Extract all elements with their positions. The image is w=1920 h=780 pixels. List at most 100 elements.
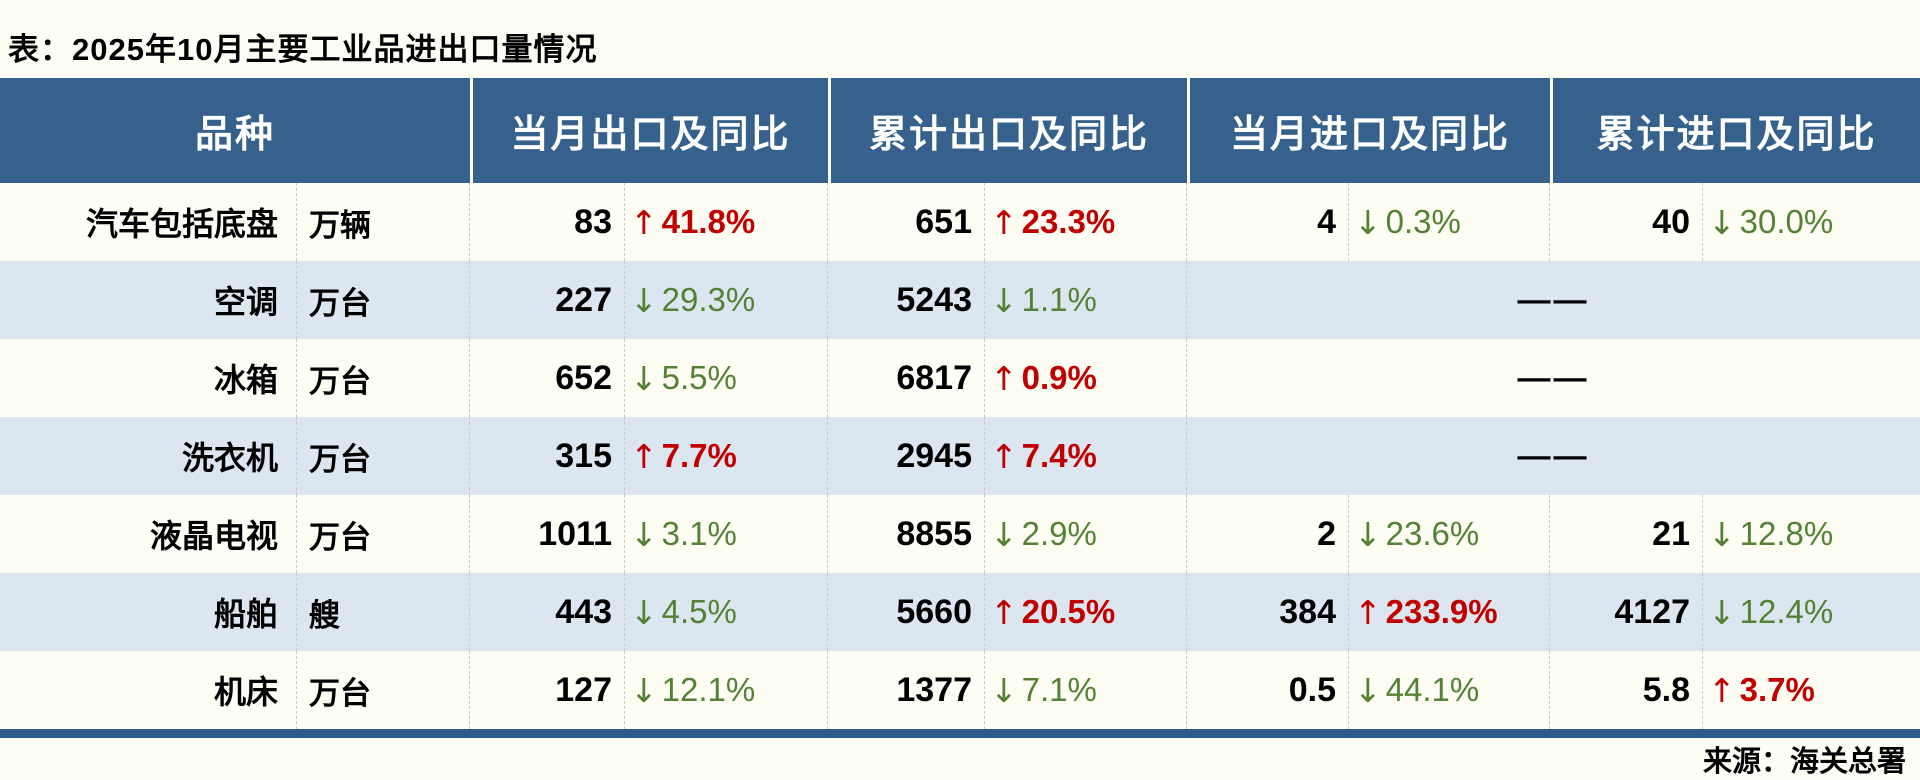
export-cum-change: ↓ 7.1% xyxy=(985,651,1187,729)
down-arrow-icon: ↓ xyxy=(630,358,658,398)
source-bar: 来源：海关总署 xyxy=(0,738,1920,779)
import-month-change: ↓ 0.3% xyxy=(1349,183,1550,261)
export-month-value: 315 xyxy=(470,417,625,495)
col-header-cum-export: 累计出口及同比 xyxy=(828,78,1187,183)
import-month-value: 2 xyxy=(1187,495,1349,573)
export-cum-value: 8855 xyxy=(828,495,985,573)
export-month-change: ↓ 3.1% xyxy=(625,495,828,573)
change-percent: 7.4% xyxy=(1021,437,1097,474)
change-percent: 29.3% xyxy=(661,281,756,318)
down-arrow-icon: ↓ xyxy=(1708,514,1736,554)
up-arrow-icon: ↑ xyxy=(630,202,658,242)
export-cum-change: ↑ 23.3% xyxy=(985,183,1187,261)
import-month-value: 0.5 xyxy=(1187,651,1349,729)
change-percent: 30.0% xyxy=(1739,203,1834,240)
down-arrow-icon: ↓ xyxy=(630,670,658,710)
product-unit: 万台 xyxy=(297,651,470,729)
up-arrow-icon: ↑ xyxy=(990,202,1018,242)
up-arrow-icon: ↑ xyxy=(990,436,1018,476)
change-percent: 12.8% xyxy=(1739,515,1834,552)
import-cum-value: 5.8 xyxy=(1550,651,1703,729)
down-arrow-icon: ↓ xyxy=(990,280,1018,320)
product-unit: 万台 xyxy=(297,261,470,339)
table-row: 液晶电视 万台 1011 ↓ 3.1% 8855 ↓ 2.9% 2 ↓ 23.6% 21 ↓ 12.8% xyxy=(0,495,1920,573)
title-bar: 表：2025年10月主要工业品进出口量情况 xyxy=(0,0,1920,78)
change-percent: 23.6% xyxy=(1385,515,1480,552)
export-month-change: ↑ 7.7% xyxy=(625,417,828,495)
change-percent: 7.7% xyxy=(661,437,737,474)
export-month-change: ↓ 12.1% xyxy=(625,651,828,729)
export-cum-value: 5660 xyxy=(828,573,985,651)
import-month-change: ↓ 44.1% xyxy=(1349,651,1550,729)
product-name: 液晶电视 xyxy=(0,495,297,573)
import-month-value: 384 xyxy=(1187,573,1349,651)
no-data-cell: —— xyxy=(1517,359,1590,396)
change-percent: 20.5% xyxy=(1021,593,1116,630)
down-arrow-icon: ↓ xyxy=(630,280,658,320)
bottom-rule xyxy=(0,729,1920,738)
product-name: 洗衣机 xyxy=(0,417,297,495)
no-data-cell: —— xyxy=(1517,437,1590,474)
table-row: 机床 万台 127 ↓ 12.1% 1377 ↓ 7.1% 0.5 ↓ 44.1% 5.8 ↑ 3.7% xyxy=(0,651,1920,729)
export-month-change: ↑ 41.8% xyxy=(625,183,828,261)
product-name: 汽车包括底盘 xyxy=(0,183,297,261)
no-data-cell: —— xyxy=(1517,281,1590,318)
down-arrow-icon: ↓ xyxy=(1354,202,1382,242)
import-cum-change: ↓ 12.8% xyxy=(1703,495,1920,573)
import-cum-change: ↑ 3.7% xyxy=(1703,651,1920,729)
product-unit: 万台 xyxy=(297,417,470,495)
col-header-variety: 品种 xyxy=(194,114,275,156)
down-arrow-icon: ↓ xyxy=(990,514,1018,554)
product-name: 冰箱 xyxy=(0,339,297,417)
export-cum-value: 5243 xyxy=(828,261,985,339)
export-month-value: 83 xyxy=(470,183,625,261)
down-arrow-icon: ↓ xyxy=(1354,670,1382,710)
export-cum-change: ↑ 0.9% xyxy=(985,339,1187,417)
export-month-value: 652 xyxy=(470,339,625,417)
col-header-month-import: 当月进口及同比 xyxy=(1187,78,1550,183)
down-arrow-icon: ↓ xyxy=(1354,514,1382,554)
down-arrow-icon: ↓ xyxy=(630,592,658,632)
table-row: 空调 万台 227 ↓ 29.3% 5243 ↓ 1.1% —— xyxy=(0,261,1920,339)
export-month-value: 1011 xyxy=(470,495,625,573)
export-cum-value: 6817 xyxy=(828,339,985,417)
change-percent: 4.5% xyxy=(661,593,737,630)
export-month-change: ↓ 29.3% xyxy=(625,261,828,339)
import-cum-value: 40 xyxy=(1550,183,1703,261)
export-month-change: ↓ 4.5% xyxy=(625,573,828,651)
product-unit: 万台 xyxy=(297,495,470,573)
change-percent: 0.3% xyxy=(1385,203,1461,240)
table-body: 汽车包括底盘 万辆 83 ↑ 41.8% 651 ↑ 23.3% 4 ↓ 0.3% 40 ↓ 30.0% 空… xyxy=(0,183,1920,729)
export-cum-change: ↑ 7.4% xyxy=(985,417,1187,495)
table-row: 汽车包括底盘 万辆 83 ↑ 41.8% 651 ↑ 23.3% 4 ↓ 0.3% 40 ↓ 30.0% xyxy=(0,183,1920,261)
up-arrow-icon: ↑ xyxy=(990,358,1018,398)
import-cum-value: 21 xyxy=(1550,495,1703,573)
down-arrow-icon: ↓ xyxy=(990,670,1018,710)
change-percent: 3.1% xyxy=(661,515,737,552)
table-row: 船舶艘 443 ↓ 4.5% 5660 ↑ 20.5% 384 ↑ 233.9% 4127 ↓ 12.4… xyxy=(0,573,1920,651)
change-percent: 0.9% xyxy=(1021,359,1097,396)
export-cum-value: 1377 xyxy=(828,651,985,729)
product-unit: 万台 xyxy=(297,339,470,417)
table-row: 洗衣机 万台 315 ↑ 7.7% 2945 ↑ 7.4% —— xyxy=(0,417,1920,495)
export-cum-change: ↑ 20.5% xyxy=(985,573,1187,651)
trade-table: 品种 当月出口及同比 累计出口及同比 当月进口及同比 累计进口及同比 汽车包括底… xyxy=(0,78,1920,729)
export-cum-value: 2945 xyxy=(828,417,985,495)
change-percent: 7.1% xyxy=(1021,671,1097,708)
product-name: 船舶 xyxy=(0,573,297,651)
change-percent: 44.1% xyxy=(1385,671,1480,708)
change-percent: 2.9% xyxy=(1021,515,1097,552)
export-cum-change: ↓ 2.9% xyxy=(985,495,1187,573)
page-title: 表：2025年10月主要工业品进出口量情况 xyxy=(8,31,598,67)
product-name: 空调 xyxy=(0,261,297,339)
source-label: 来源：海关总署 xyxy=(1702,745,1906,778)
change-percent: 3.7% xyxy=(1739,671,1815,708)
import-month-value: 4 xyxy=(1187,183,1349,261)
up-arrow-icon: ↑ xyxy=(1354,592,1382,632)
table-header-row: 品种 当月出口及同比 累计出口及同比 当月进口及同比 累计进口及同比 xyxy=(0,78,1920,183)
change-percent: 12.1% xyxy=(661,671,756,708)
import-month-change: ↑ 233.9% xyxy=(1349,573,1550,651)
change-percent: 41.8% xyxy=(661,203,756,240)
up-arrow-icon: ↑ xyxy=(1708,670,1736,710)
export-month-value: 227 xyxy=(470,261,625,339)
